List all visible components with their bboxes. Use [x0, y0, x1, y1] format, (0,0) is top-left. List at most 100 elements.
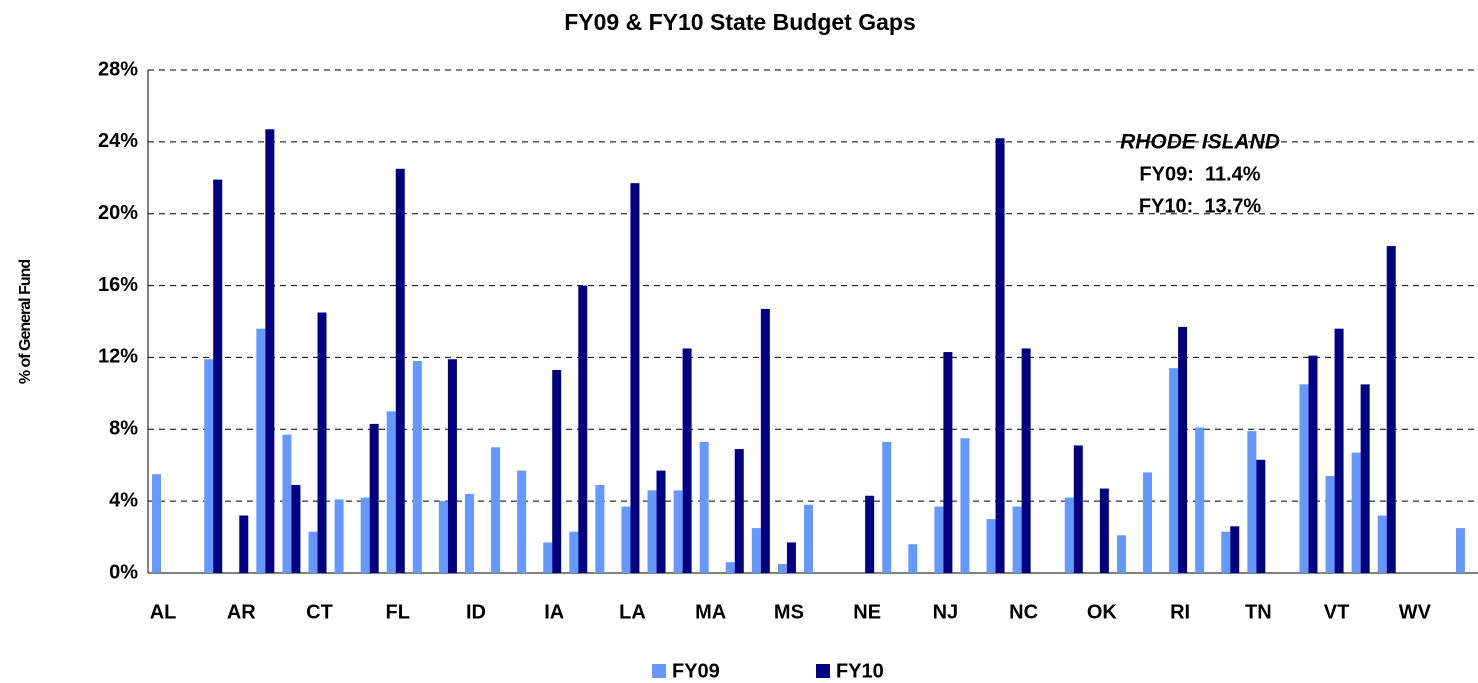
- y-tick-label: 28%: [98, 58, 138, 80]
- x-tick-label: MA: [695, 601, 726, 623]
- bar: [786, 542, 796, 573]
- y-tick-label: 12%: [98, 346, 138, 368]
- bar: [760, 308, 770, 573]
- bar: [908, 544, 918, 573]
- bar: [491, 447, 501, 573]
- bar: [934, 506, 944, 573]
- x-tick-label: TN: [1245, 601, 1272, 623]
- x-tick-label: NE: [853, 601, 881, 623]
- x-tick-label: VT: [1324, 601, 1350, 623]
- bar: [1386, 246, 1396, 574]
- legend-swatch: [816, 664, 830, 678]
- y-tick-label: 20%: [98, 202, 138, 224]
- x-tick-label: CT: [306, 601, 333, 623]
- bar: [1230, 526, 1240, 573]
- bar: [1012, 506, 1022, 573]
- bar: [1143, 472, 1153, 573]
- bar: [1247, 431, 1257, 573]
- bar: [447, 359, 457, 573]
- bar: [1178, 326, 1188, 573]
- bar: [308, 531, 318, 573]
- x-tick-label: OK: [1087, 601, 1118, 623]
- y-tick-label: 4%: [109, 489, 138, 511]
- bar: [1021, 348, 1031, 573]
- bar: [1360, 384, 1370, 573]
- annotation: FY10: 13.7%: [1139, 195, 1262, 217]
- bar: [1299, 384, 1309, 573]
- x-tick-label: LA: [619, 601, 646, 623]
- bar: [682, 348, 692, 573]
- x-tick-label: AL: [150, 601, 177, 623]
- bar: [360, 497, 370, 573]
- y-tick-label: 8%: [109, 418, 138, 440]
- bar: [751, 528, 761, 573]
- bar: [239, 515, 249, 573]
- y-axis-label: % of General Fund: [17, 260, 34, 385]
- x-tick-label: FL: [386, 601, 410, 623]
- bar: [1116, 535, 1126, 573]
- bar: [1351, 452, 1361, 573]
- bar: [265, 129, 275, 573]
- bar: [438, 501, 448, 573]
- bar: [734, 449, 744, 573]
- bar: [656, 470, 666, 573]
- legend-label: FY09: [672, 660, 720, 682]
- bar: [995, 138, 1005, 573]
- bar: [517, 470, 527, 573]
- bar: [256, 328, 266, 573]
- bar: [882, 441, 892, 573]
- y-tick-label: 24%: [98, 130, 138, 152]
- y-tick-label: 0%: [109, 561, 138, 583]
- bar: [699, 441, 709, 573]
- chart-title: FY09 & FY10 State Budget Gaps: [564, 9, 915, 35]
- bar: [386, 411, 396, 573]
- x-tick-label: NJ: [933, 601, 959, 623]
- bar: [152, 474, 162, 573]
- bar: [1195, 427, 1205, 573]
- legend-label: FY10: [836, 660, 884, 682]
- bar: [1308, 355, 1318, 573]
- bar: [673, 490, 683, 573]
- bar: [647, 490, 657, 573]
- bar: [865, 495, 875, 573]
- x-tick-label: ID: [466, 601, 486, 623]
- bar: [986, 519, 996, 573]
- bar: [317, 312, 327, 573]
- x-tick-label: RI: [1170, 601, 1190, 623]
- bar: [412, 361, 422, 573]
- bar: [1221, 531, 1231, 573]
- annotation: FY09: 11.4%: [1139, 163, 1260, 185]
- bar: [464, 493, 474, 573]
- bar: [1455, 528, 1465, 573]
- bar: [943, 352, 953, 573]
- bar: [630, 183, 640, 574]
- bar: [595, 484, 605, 573]
- bar: [291, 484, 301, 573]
- bar: [1256, 459, 1266, 573]
- y-tick-label: 16%: [98, 274, 138, 296]
- bar: [543, 542, 553, 573]
- bar: [1377, 515, 1387, 573]
- legend-swatch: [652, 664, 666, 678]
- x-tick-label: WV: [1399, 601, 1432, 623]
- bar: [621, 506, 631, 573]
- bar: [578, 285, 588, 573]
- x-tick-label: MS: [774, 601, 804, 623]
- bar: [1169, 368, 1179, 573]
- x-tick-label: IA: [544, 601, 564, 623]
- bar: [334, 499, 344, 573]
- x-tick-label: NC: [1009, 601, 1038, 623]
- bar: [960, 438, 970, 573]
- bar: [1325, 475, 1335, 573]
- bar: [1073, 445, 1083, 573]
- bar: [569, 531, 579, 573]
- x-tick-label: AR: [227, 601, 256, 623]
- bar: [777, 564, 787, 573]
- bar: [1099, 488, 1109, 573]
- bar: [282, 434, 292, 573]
- bar: [204, 359, 214, 573]
- annotation: RHODE ISLAND: [1120, 131, 1280, 154]
- bar: [395, 168, 405, 573]
- bar: [369, 423, 379, 573]
